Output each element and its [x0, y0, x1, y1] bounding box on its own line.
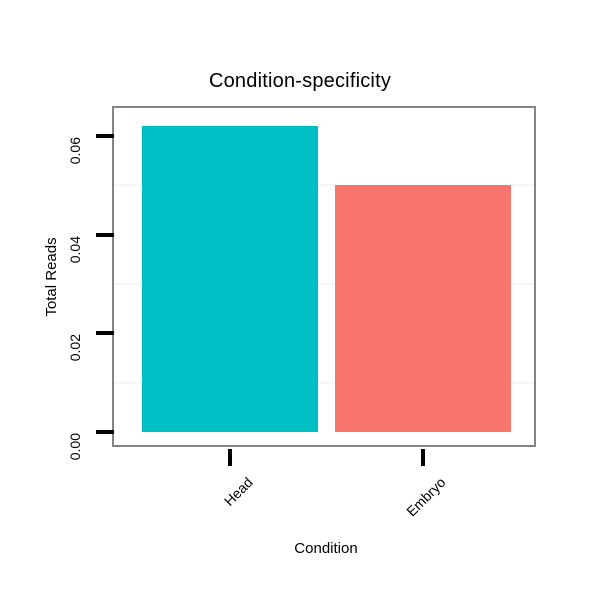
y-axis-title: Total Reads: [43, 237, 60, 317]
minor-gridline: [114, 381, 534, 384]
chart-title: Condition-specificity: [208, 70, 392, 92]
y-tick-label: 0.02: [67, 334, 83, 362]
x-tick-label-embryo: Embryo: [402, 474, 449, 520]
x-axis-title: Condition: [294, 540, 358, 557]
x-tick-mark: [228, 449, 232, 466]
y-tick-mark: [96, 134, 114, 138]
y-tick-label: 0.00: [67, 433, 83, 461]
y-tick-mark: [96, 232, 114, 237]
y-tick-label: 0.04: [67, 235, 83, 263]
y-tick-mark: [96, 331, 114, 336]
y-tick-mark: [96, 430, 114, 434]
plot-panel: [112, 106, 536, 447]
minor-gridline: [114, 283, 534, 285]
x-tick-label-head: Head: [220, 474, 256, 509]
bar-embryo: [335, 185, 511, 432]
x-tick-mark: [421, 449, 425, 466]
minor-gridline: [114, 184, 534, 187]
bar-head: [142, 126, 318, 432]
y-tick-label: 0.06: [67, 137, 83, 165]
